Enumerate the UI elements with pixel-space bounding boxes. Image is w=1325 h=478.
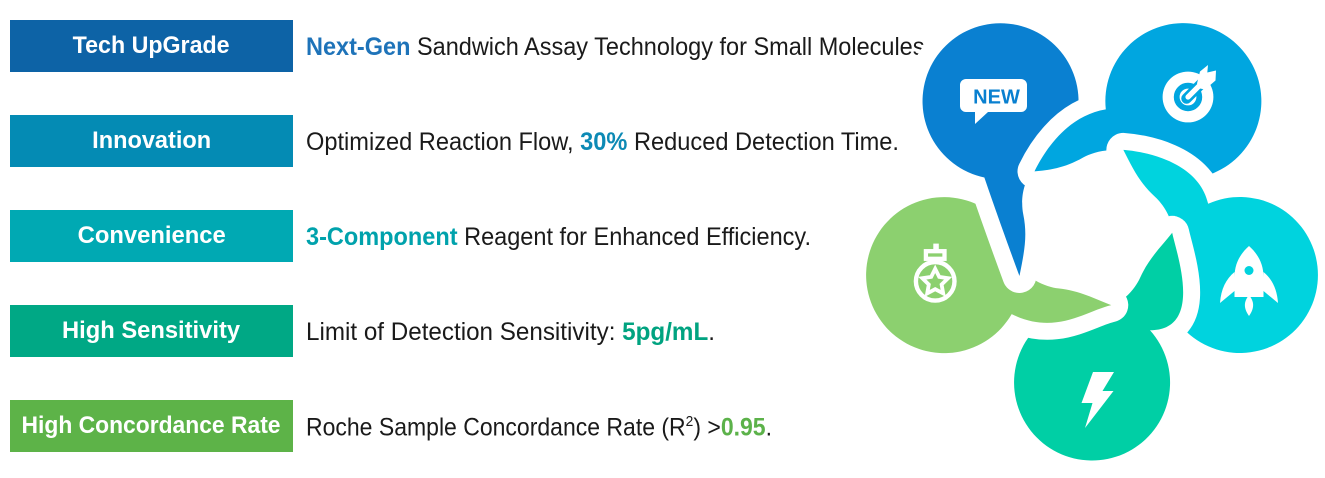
svg-text:NEW: NEW [973,87,1020,109]
